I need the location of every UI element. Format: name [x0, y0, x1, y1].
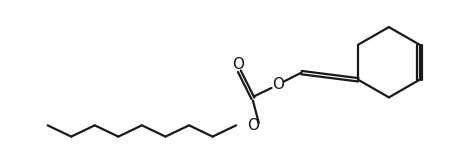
Text: O: O: [247, 118, 258, 133]
Text: O: O: [271, 77, 283, 92]
Text: O: O: [232, 57, 244, 72]
